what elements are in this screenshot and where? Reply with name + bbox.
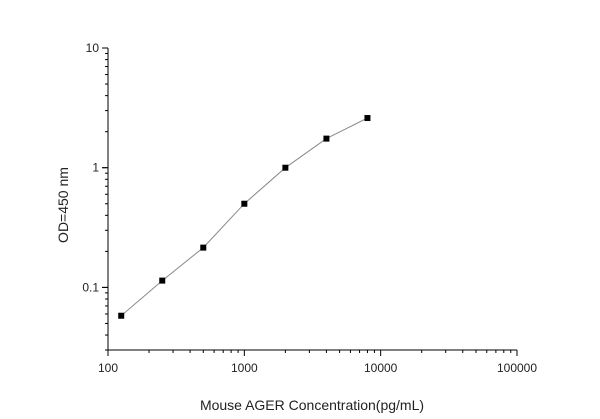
data-point [364, 115, 371, 122]
y-tick-label: 0.1 [82, 280, 99, 294]
data-point [241, 200, 248, 207]
data-point [118, 312, 125, 319]
x-tick-label: 10000 [364, 361, 398, 375]
data-point [282, 164, 289, 171]
data-point [323, 135, 330, 142]
data-points [118, 115, 371, 319]
y-axis-title: OD=450 nm [55, 167, 71, 243]
x-tick-label: 1000 [231, 361, 258, 375]
x-tick-label: 100000 [497, 361, 537, 375]
data-point [159, 277, 166, 284]
y-tick-label: 1 [92, 161, 99, 175]
x-tick-label: 100 [98, 361, 118, 375]
y-ticks: 0.1 1 10 [82, 41, 108, 351]
data-point [200, 244, 207, 251]
series-line [120, 117, 368, 317]
x-axis-title: Mouse AGER Concentration(pg/mL) [200, 397, 424, 413]
plot-area: 0.1 1 10 100 1000 10000 100000 [82, 41, 537, 375]
y-tick-label: 10 [86, 41, 100, 55]
x-ticks: 100 1000 10000 100000 [98, 350, 537, 375]
